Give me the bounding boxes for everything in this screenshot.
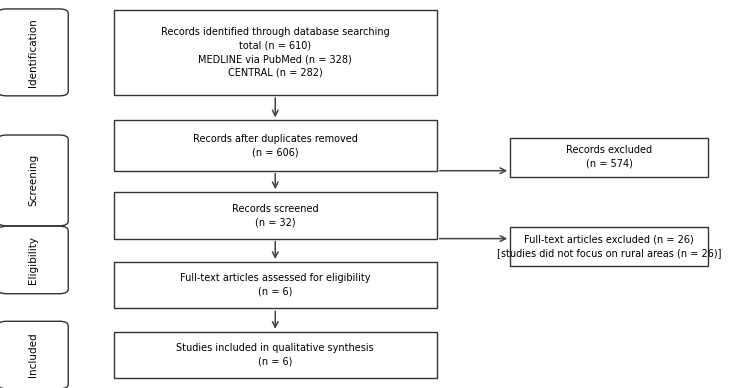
Text: Records screened
(n = 32): Records screened (n = 32): [232, 204, 319, 227]
Text: Records after duplicates removed
(n = 606): Records after duplicates removed (n = 60…: [193, 134, 357, 157]
FancyBboxPatch shape: [114, 192, 437, 239]
FancyBboxPatch shape: [0, 226, 68, 294]
FancyBboxPatch shape: [114, 120, 437, 171]
FancyBboxPatch shape: [0, 321, 68, 388]
FancyBboxPatch shape: [0, 135, 68, 226]
Text: Full-text articles excluded (n = 26)
[studies did not focus on rural areas (n = : Full-text articles excluded (n = 26) [st…: [497, 235, 722, 258]
Text: Records excluded
(n = 574): Records excluded (n = 574): [566, 146, 653, 169]
FancyBboxPatch shape: [114, 10, 437, 95]
Text: Identification: Identification: [28, 18, 38, 87]
Text: Full-text articles assessed for eligibility
(n = 6): Full-text articles assessed for eligibil…: [180, 274, 371, 297]
FancyBboxPatch shape: [510, 227, 708, 266]
Text: Records identified through database searching
total (n = 610)
MEDLINE via PubMed: Records identified through database sear…: [161, 27, 390, 78]
FancyBboxPatch shape: [114, 332, 437, 378]
Text: Included: Included: [28, 333, 38, 378]
Text: Eligibility: Eligibility: [28, 236, 38, 284]
Text: Screening: Screening: [28, 154, 38, 206]
FancyBboxPatch shape: [0, 9, 68, 96]
Text: Studies included in qualitative synthesis
(n = 6): Studies included in qualitative synthesi…: [176, 343, 374, 367]
FancyBboxPatch shape: [510, 138, 708, 177]
FancyBboxPatch shape: [114, 262, 437, 308]
